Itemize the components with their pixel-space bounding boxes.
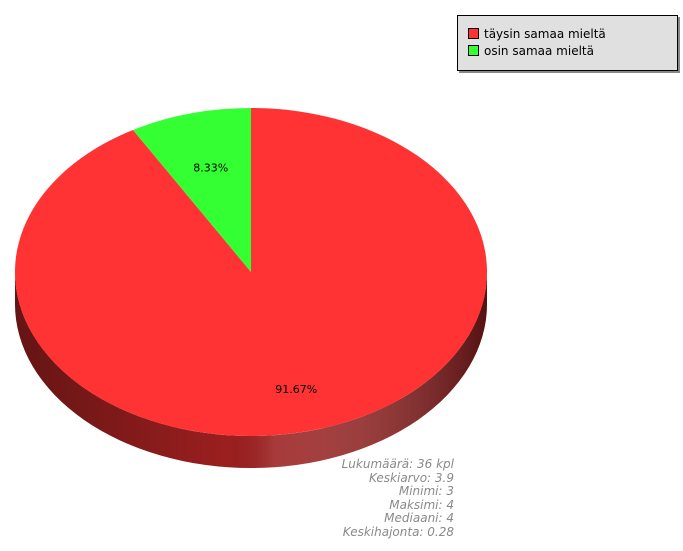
pie-label-1: 8.33% (193, 161, 228, 174)
pie-side-shade-0 (15, 272, 487, 468)
statistics-summary: Lukumäärä: 36 kpl Keskiarvo: 3.9 Minimi:… (341, 457, 454, 539)
stat-count: Lukumäärä: 36 kpl (341, 457, 454, 471)
stat-stddev: Keskihajonta: 0.28 (342, 524, 454, 539)
stat-mean: Keskiarvo: 3.9 (368, 470, 454, 485)
legend-label-taysin: täysin samaa mieltä (484, 26, 606, 41)
legend-swatch-osin (468, 45, 479, 56)
stat-min: Minimi: 3 (398, 484, 454, 498)
legend: täysin samaa mieltä osin samaa mieltä (457, 15, 678, 71)
pie-label-0: 91.67% (275, 383, 317, 396)
pie-slices (15, 108, 488, 436)
legend-swatch-taysin (468, 28, 479, 39)
pie-side-wall (15, 272, 487, 468)
stat-median: Mediaani: 4 (384, 511, 454, 525)
legend-item-taysin: täysin samaa mieltä (468, 25, 677, 42)
pie-slice-1 (133, 108, 251, 272)
pie-labels: 91.67% 8.33% (193, 161, 317, 396)
pie-slice-0 (15, 108, 488, 436)
legend-label-osin: osin samaa mieltä (484, 43, 594, 58)
stat-max: Maksimi: 4 (389, 497, 454, 512)
legend-item-osin: osin samaa mieltä (468, 42, 677, 59)
